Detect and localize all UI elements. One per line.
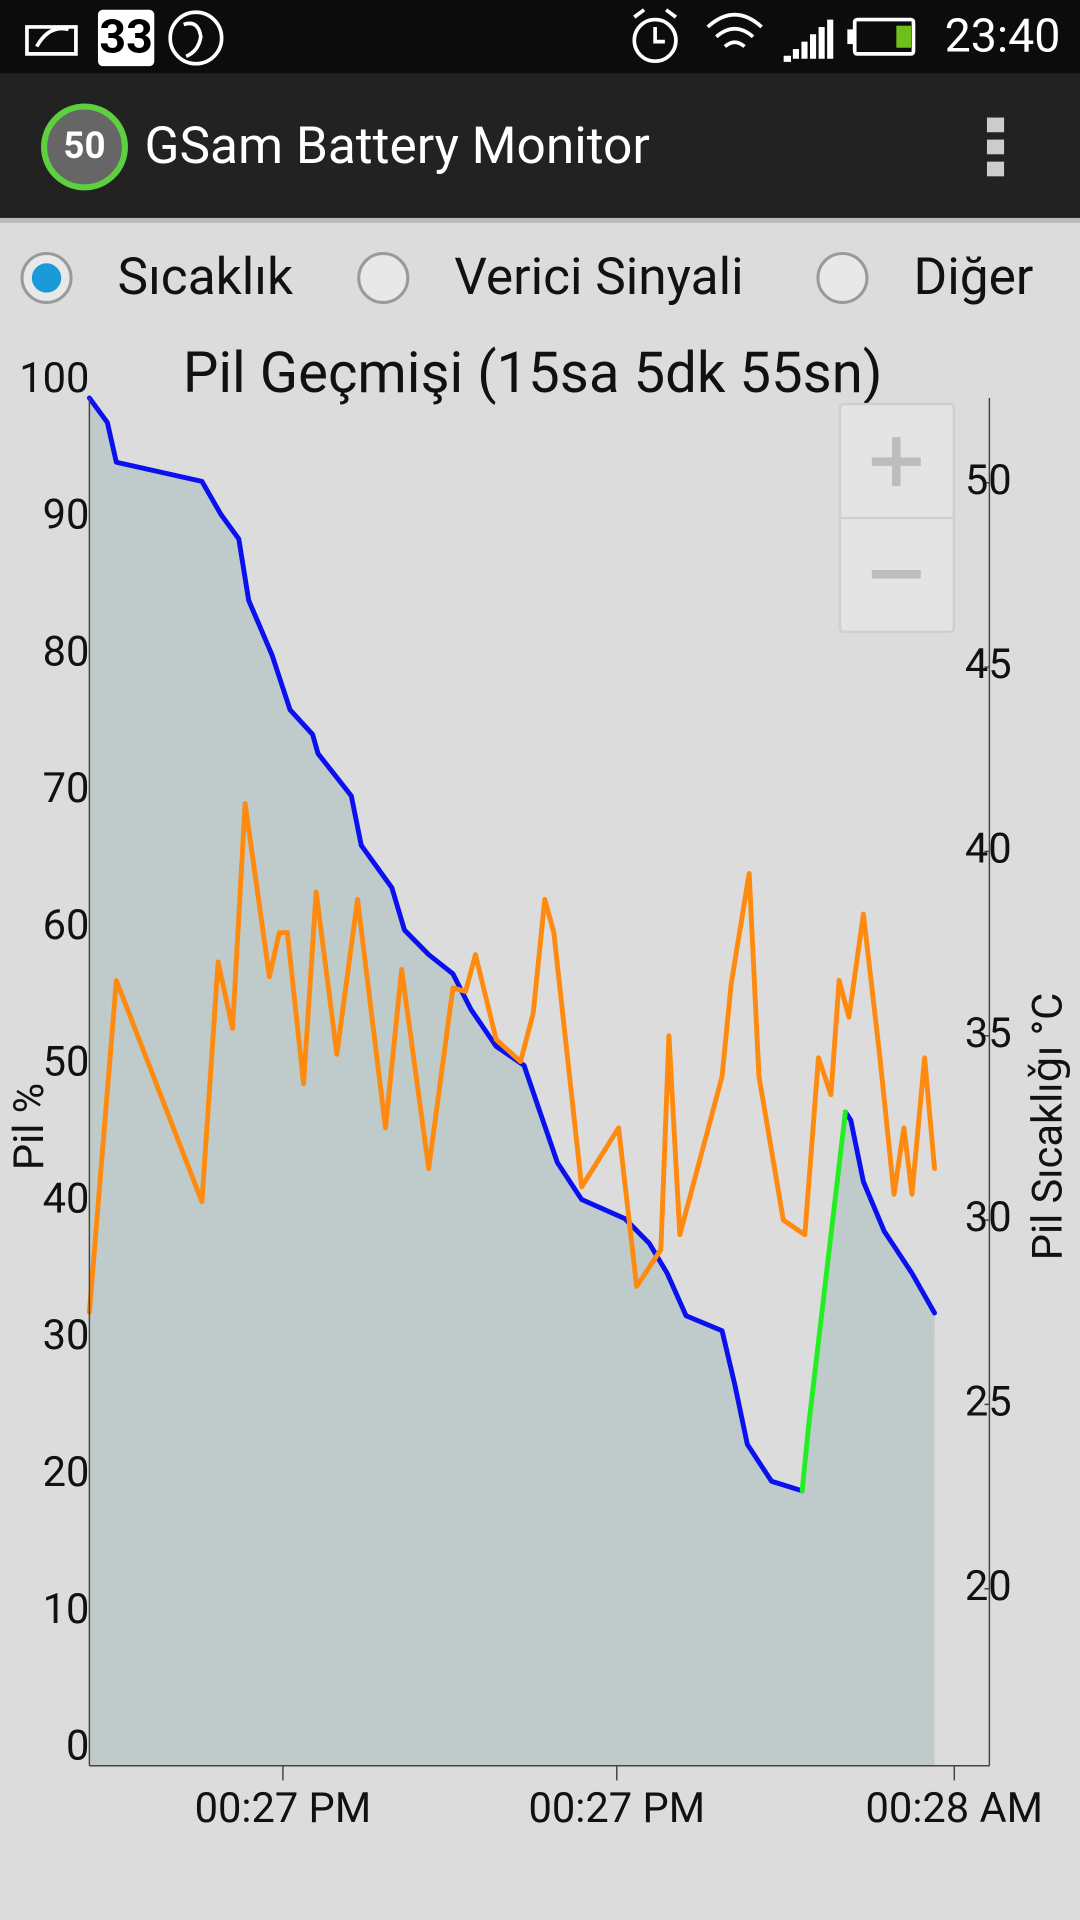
y-tick-label: 80 — [43, 627, 90, 676]
zoom-controls — [838, 402, 956, 634]
app-bar — [0, 73, 1080, 218]
y2-tick-label: 45 — [965, 640, 1012, 689]
radio-option[interactable]: Verici Sinyali — [357, 246, 744, 307]
radio-selected-dot — [31, 263, 62, 293]
x-tick-label: 00:27 PM — [195, 1784, 372, 1833]
line — [86, 395, 937, 1494]
y2-tick-label: 30 — [965, 1193, 1012, 1242]
app-title: GSam Battery Monitor — [144, 115, 649, 176]
notification-count: 33 — [99, 11, 152, 65]
radio-button[interactable] — [357, 251, 410, 304]
app-badge: 50 — [63, 124, 105, 167]
y-tick-label: 10 — [43, 1585, 90, 1634]
status-time: 23:40 — [945, 9, 1061, 63]
y-tick-label: 90 — [43, 491, 90, 540]
y-tick-label: 70 — [43, 764, 90, 813]
radio-option[interactable]: Sıcaklık — [20, 246, 294, 307]
chart: Pil Geçmişi (15sa 5dk 55sn) Pil % Pil Sı… — [5, 340, 1073, 1833]
radio-option[interactable]: Diğer — [816, 246, 1033, 307]
y2-tick-label: 25 — [965, 1377, 1012, 1426]
y-axis-label: Pil % — [5, 1083, 54, 1170]
y2-tick-label: 35 — [965, 1009, 1012, 1058]
radio-button[interactable] — [816, 251, 869, 304]
radio-label[interactable]: Sıcaklık — [118, 246, 294, 307]
x-tick-label: 00:27 PM — [528, 1784, 705, 1833]
y-tick-label: 100 — [19, 354, 89, 403]
y-tick-label: 0 — [66, 1722, 89, 1771]
line — [86, 801, 937, 1315]
radio-label[interactable]: Verici Sinyali — [454, 246, 743, 307]
overflow-menu[interactable] — [986, 117, 1005, 177]
y-tick-label: 60 — [43, 901, 90, 950]
tab-group: Sıcaklık Verici Sinyali Diğer — [20, 246, 1033, 307]
y2-axis-label: Pil Sıcaklıǧı °C — [1024, 993, 1073, 1260]
area — [89, 397, 935, 1766]
y2-tick-label: 40 — [965, 824, 1012, 873]
plot-area — [86, 395, 937, 1766]
y-tick-label: 30 — [43, 1311, 90, 1360]
y-tick-label: 50 — [43, 1038, 90, 1087]
x-tick-label: 00:28 AM — [866, 1784, 1043, 1833]
app-bar-shadow — [0, 217, 1080, 223]
y-tick-label: 20 — [43, 1448, 90, 1497]
y-tick-label: 40 — [43, 1174, 90, 1223]
status-icons — [25, 8, 916, 67]
app-icon — [41, 103, 128, 191]
radio-label[interactable]: Diğer — [913, 246, 1033, 307]
line — [799, 1109, 848, 1494]
chart-title: Pil Geçmişi (15sa 5dk 55sn) — [183, 340, 883, 406]
y2-tick-label: 50 — [965, 456, 1012, 505]
zoom-in[interactable] — [871, 437, 921, 487]
y2-tick-label: 20 — [965, 1562, 1012, 1611]
status-bar — [0, 0, 1080, 74]
